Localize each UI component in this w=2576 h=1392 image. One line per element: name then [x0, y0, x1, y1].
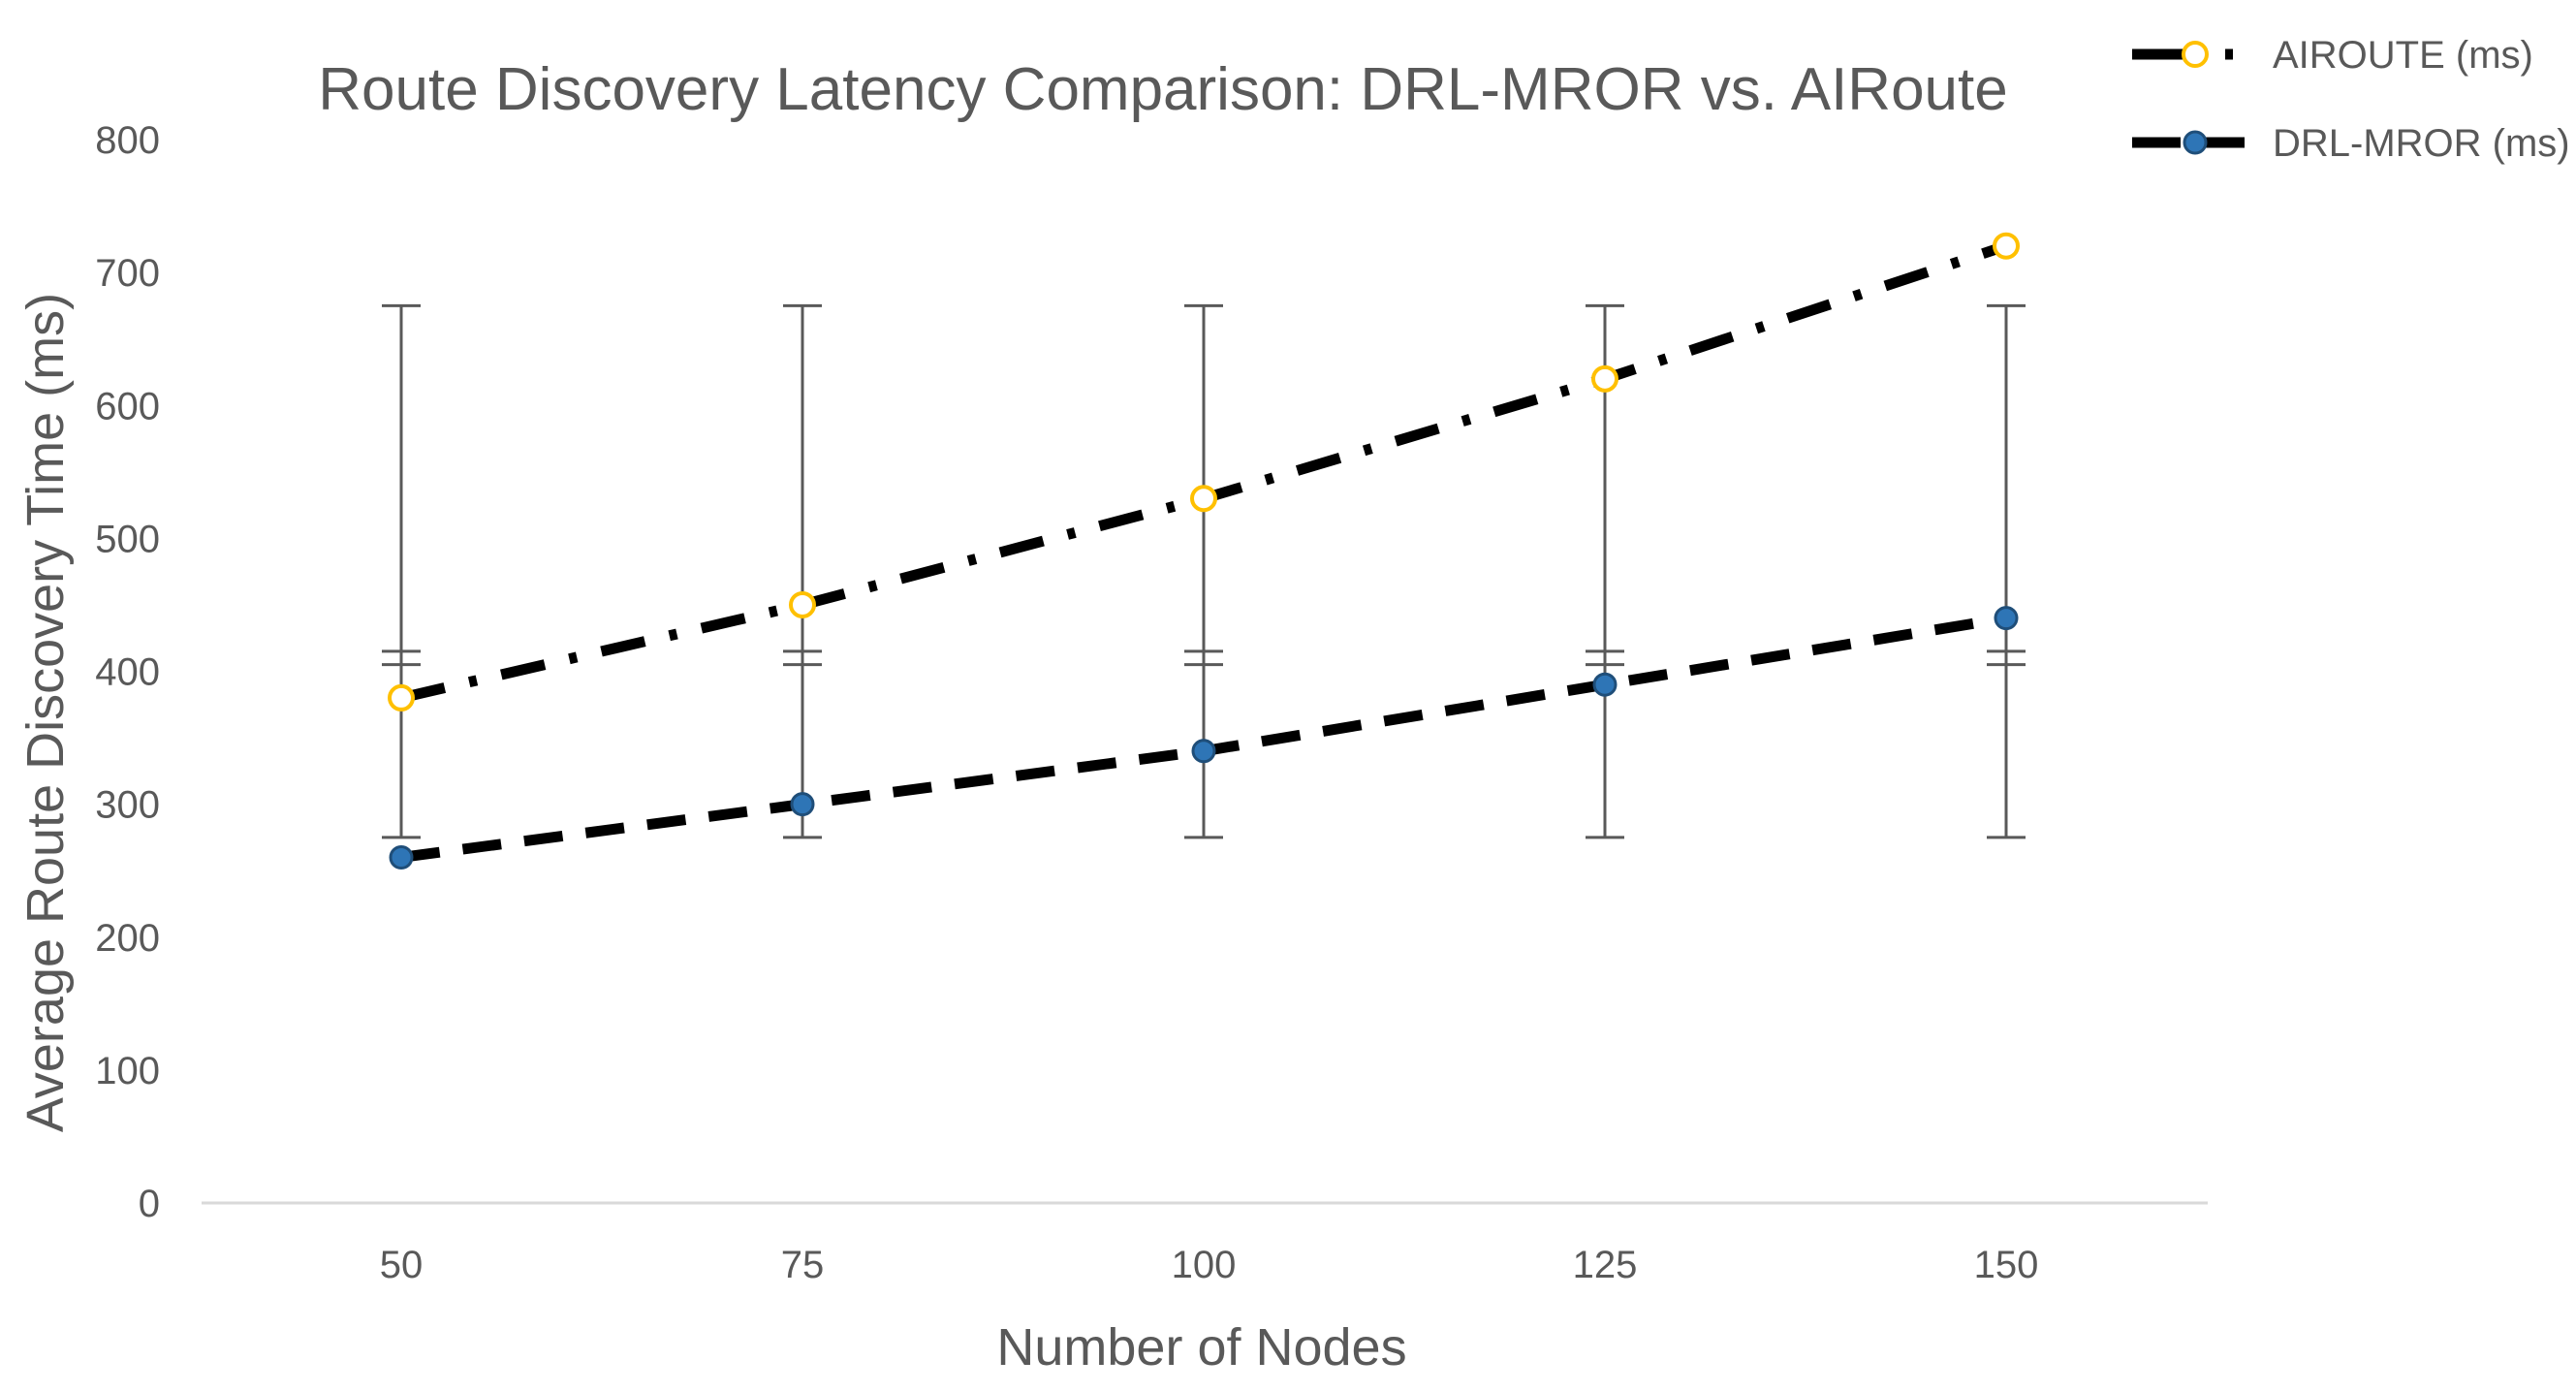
y-tick-label: 300 — [95, 784, 160, 827]
data-point — [1190, 485, 1217, 513]
data-point — [789, 590, 816, 618]
chart-title: Route Discovery Latency Comparison: DRL-… — [318, 56, 2008, 123]
data-point — [1591, 364, 1618, 393]
y-tick-label: 100 — [95, 1050, 160, 1092]
y-tick-label: 600 — [95, 385, 160, 427]
x-tick-label: 75 — [781, 1244, 825, 1286]
x-tick-label: 125 — [1573, 1244, 1638, 1286]
legend-marker — [2182, 41, 2209, 68]
y-tick-label: 0 — [139, 1183, 160, 1225]
series-markers — [388, 232, 2020, 870]
y-tick-labels: 0 100 200 300 400 500 600 700 800 — [95, 119, 160, 1225]
y-tick-label: 800 — [95, 119, 160, 162]
error-bars — [382, 303, 2026, 839]
x-tick-label: 150 — [1974, 1244, 2039, 1286]
data-point — [1993, 232, 2020, 260]
data-point — [1191, 739, 1216, 764]
y-axis-label: Average Route Discovery Time (ms) — [16, 293, 75, 1132]
data-point — [388, 683, 415, 712]
y-tick-label: 500 — [95, 518, 160, 560]
y-tick-label: 700 — [95, 252, 160, 295]
data-point — [1592, 672, 1618, 697]
legend-label: AIROUTE (ms) — [2273, 34, 2533, 77]
data-point — [790, 792, 815, 817]
legend-label: DRL-MROR (ms) — [2273, 122, 2570, 165]
x-tick-label: 100 — [1172, 1244, 1237, 1286]
y-tick-label: 400 — [95, 651, 160, 694]
y-tick-label: 200 — [95, 917, 160, 960]
legend-marker — [2183, 130, 2208, 155]
data-point — [389, 844, 414, 870]
x-tick-labels: 50 75 100 125 150 — [380, 1244, 2039, 1286]
legend: AIROUTE (ms) DRL-MROR (ms) — [2132, 34, 2570, 165]
data-point — [1994, 606, 2019, 631]
x-axis-label: Number of Nodes — [996, 1318, 1406, 1376]
x-tick-label: 50 — [380, 1244, 424, 1286]
